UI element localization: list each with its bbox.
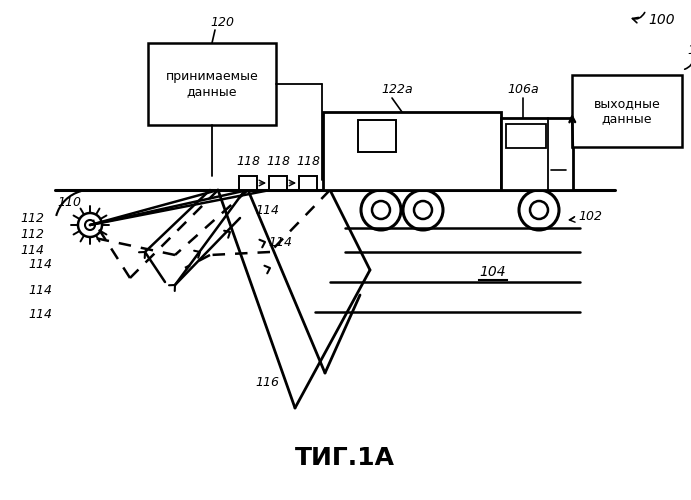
Text: 100: 100 xyxy=(648,13,674,27)
Text: 114: 114 xyxy=(28,284,52,296)
Bar xyxy=(269,176,287,190)
Bar xyxy=(506,124,546,148)
Text: 102: 102 xyxy=(578,210,602,222)
Bar xyxy=(358,120,396,152)
Text: 118: 118 xyxy=(266,155,290,168)
Text: 106а: 106а xyxy=(507,83,539,96)
Bar xyxy=(148,43,276,125)
Text: 114: 114 xyxy=(268,236,292,248)
Text: принимаемые
данные: принимаемые данные xyxy=(166,70,258,98)
Text: 112: 112 xyxy=(20,228,44,241)
Text: ΤИГ.1А: ΤИГ.1А xyxy=(295,446,395,470)
Text: 110: 110 xyxy=(57,196,81,208)
Bar xyxy=(501,118,573,190)
Text: 114: 114 xyxy=(28,308,52,322)
Text: 120: 120 xyxy=(210,16,234,29)
Bar xyxy=(239,176,257,190)
Bar xyxy=(572,75,682,147)
Text: 118: 118 xyxy=(296,155,320,168)
Bar xyxy=(299,176,317,190)
Text: 114: 114 xyxy=(28,258,52,272)
Text: 116: 116 xyxy=(255,376,279,388)
Text: 118: 118 xyxy=(236,155,260,168)
Text: 114: 114 xyxy=(255,204,279,216)
Text: 114: 114 xyxy=(20,244,44,256)
Text: 112: 112 xyxy=(20,212,44,224)
Text: выходные
данные: выходные данные xyxy=(594,97,661,125)
Text: 104: 104 xyxy=(480,265,507,279)
Text: 122а: 122а xyxy=(381,83,413,96)
Text: 124: 124 xyxy=(687,44,691,57)
Bar xyxy=(323,112,501,190)
